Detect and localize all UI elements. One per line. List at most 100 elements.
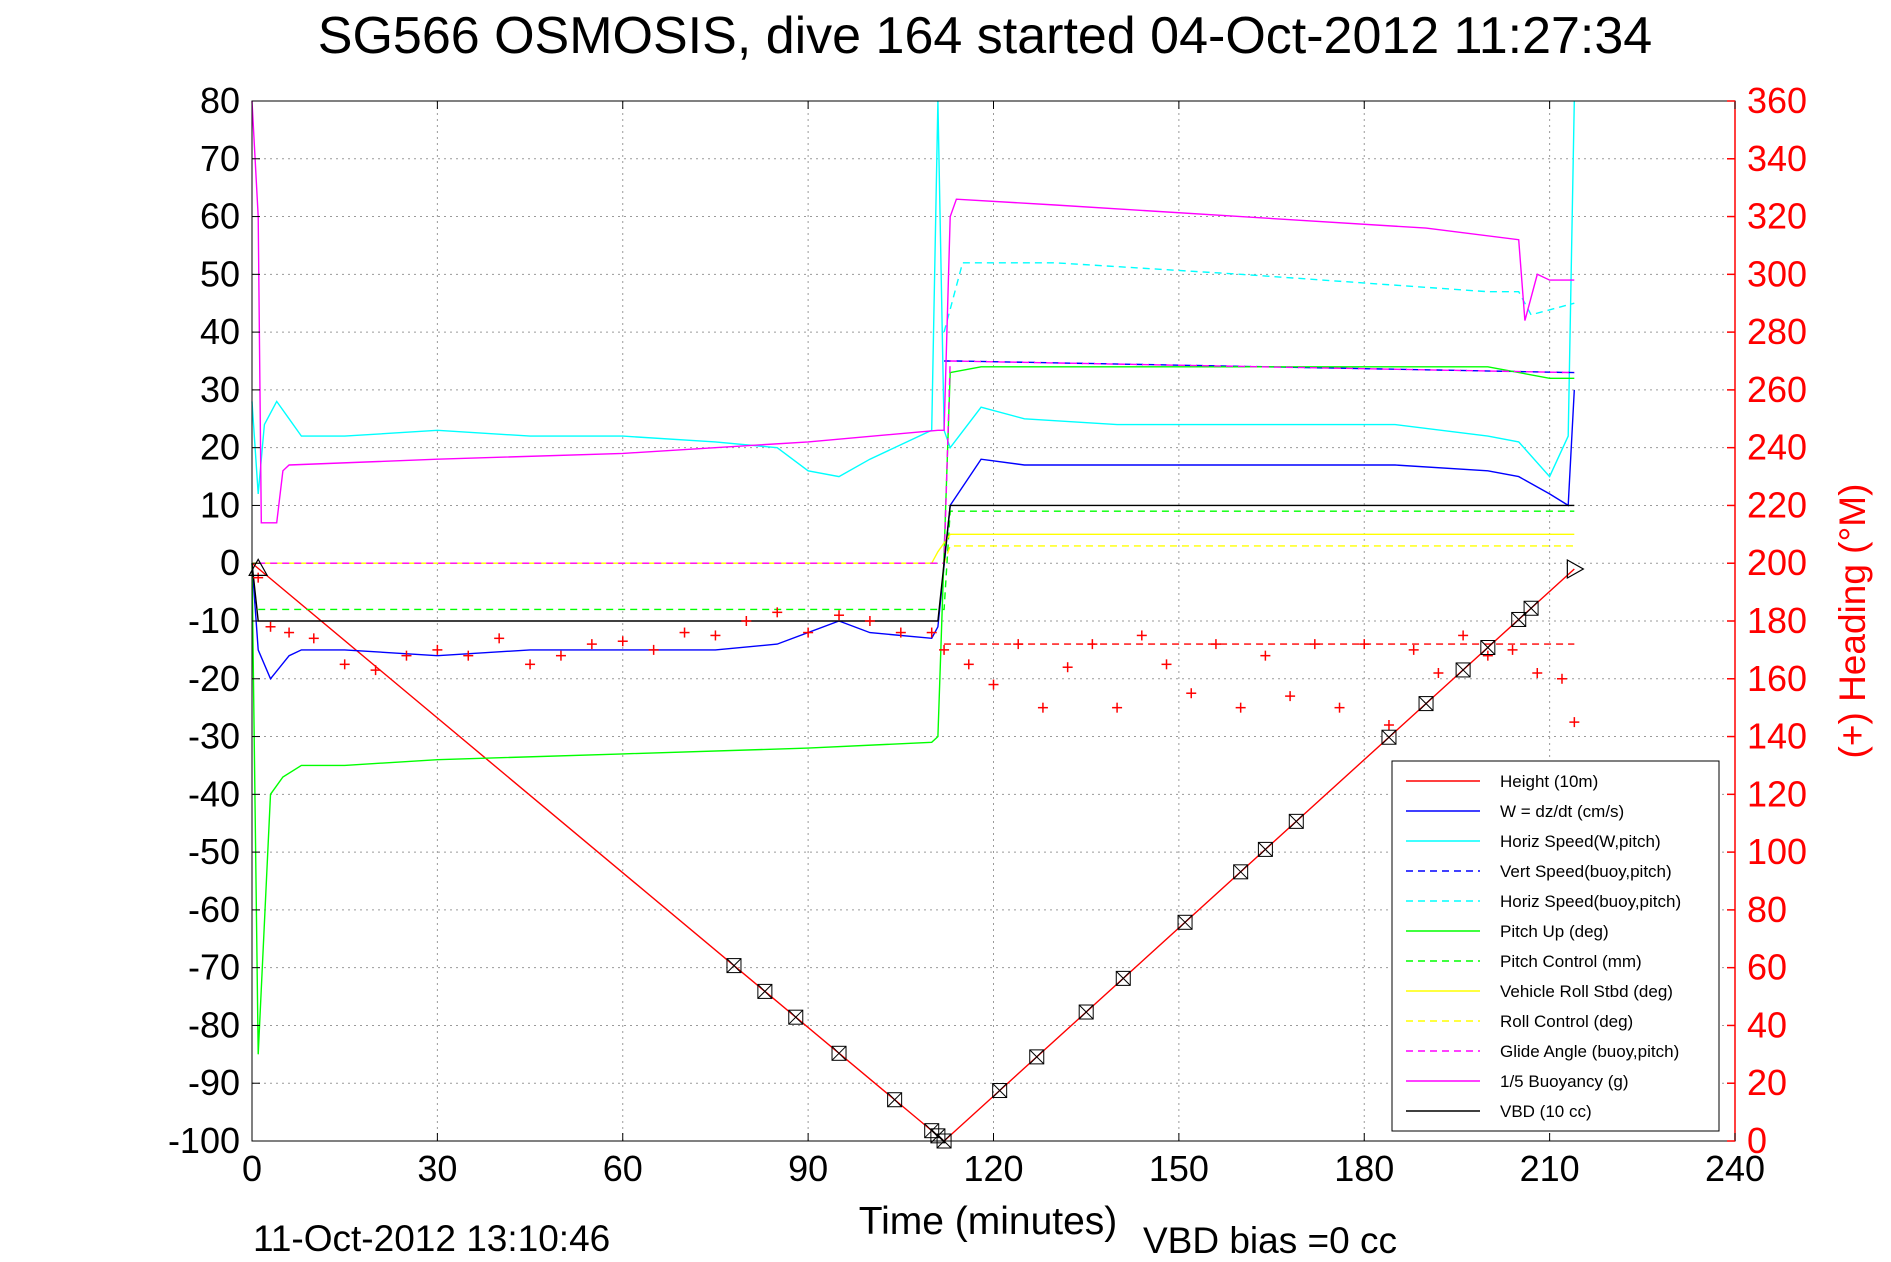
sample-marker-box xyxy=(1455,662,1471,678)
y-tick-label: -40 xyxy=(188,773,240,814)
right-y-tick-label: 120 xyxy=(1747,773,1807,814)
sample-marker xyxy=(887,1092,903,1108)
legend-entry: Pitch Up (deg) xyxy=(1500,922,1609,941)
heading-marker xyxy=(1532,668,1543,678)
y-tick-label: 80 xyxy=(200,80,240,121)
right-y-tick-label: 260 xyxy=(1747,369,1807,410)
sample-marker-x2 xyxy=(1258,842,1273,857)
sample-marker xyxy=(1418,696,1434,712)
heading-marker xyxy=(284,627,295,638)
x-tick-label: 90 xyxy=(788,1148,828,1189)
sample-marker xyxy=(992,1083,1008,1099)
dive-end-marker xyxy=(1566,558,1585,580)
heading-marker xyxy=(1458,630,1469,641)
sample-marker-x2 xyxy=(1455,662,1471,678)
sample-marker-x2 xyxy=(788,1009,804,1025)
heading-marker xyxy=(1062,662,1073,673)
sample-marker-x2 xyxy=(1381,729,1397,745)
heading-marker xyxy=(1482,650,1493,661)
x-tick-label: 30 xyxy=(417,1148,457,1189)
legend-entry: VBD (10 cc) xyxy=(1500,1102,1592,1121)
legend-entry: Height (10m) xyxy=(1500,772,1598,791)
series-line: Horiz Speed(buoy,pitch) xyxy=(943,262,1575,333)
heading-marker xyxy=(308,633,319,644)
sample-marker xyxy=(1233,864,1249,880)
sample-marker-x2 xyxy=(726,958,742,973)
x-tick-label: 60 xyxy=(603,1148,643,1189)
chart-title: SG566 OSMOSIS, dive 164 started 04-Oct-2… xyxy=(318,7,1652,65)
sample-marker xyxy=(1480,640,1496,656)
series-line: 1/5 Buoyancy (g) xyxy=(251,100,1575,524)
legend-entry: Vert Speed(buoy,pitch) xyxy=(1500,862,1672,881)
series-line: Roll Control (deg) xyxy=(258,545,1575,564)
right-y-tick-label: 360 xyxy=(1747,80,1807,121)
legend-box xyxy=(1391,760,1720,1132)
sample-marker-box xyxy=(1381,729,1397,745)
sample-marker-box xyxy=(1257,841,1273,857)
vbd-bias-footer: VBD bias =0 cc xyxy=(1143,1220,1397,1261)
sample-marker-box xyxy=(788,1009,804,1025)
sample-marker-x2 xyxy=(1177,914,1193,930)
sample-marker xyxy=(831,1045,847,1061)
heading-marker xyxy=(741,616,752,626)
sample-marker-box xyxy=(1115,970,1131,986)
sample-marker-x2 xyxy=(757,984,773,999)
legend-entry: Roll Control (deg) xyxy=(1500,1012,1633,1031)
series-line: W = dz/dt (cm/s) xyxy=(251,389,1575,681)
right-y-tick-label: 300 xyxy=(1747,253,1807,294)
sample-marker-box xyxy=(1480,640,1496,656)
tick-layer: 0 30 60 90 120 150 180 210 24080706050403020100-… xyxy=(168,80,1807,1189)
heading-marker xyxy=(463,650,474,661)
heading-marker xyxy=(1556,673,1567,684)
y-tick-label: -90 xyxy=(188,1062,240,1103)
heading-marker xyxy=(253,572,264,583)
y-tick-label: 10 xyxy=(200,484,240,525)
sample-marker xyxy=(1078,1004,1094,1020)
y-tick-label: -70 xyxy=(188,947,240,988)
heading-marker xyxy=(1383,720,1394,730)
heading-marker xyxy=(1334,702,1345,713)
sample-marker-box xyxy=(1078,1004,1094,1020)
sample-marker-x2 xyxy=(1233,864,1249,880)
sample-marker xyxy=(1257,841,1273,857)
sample-marker xyxy=(924,1123,940,1139)
heading-marker xyxy=(1186,688,1197,699)
heading-marker xyxy=(679,627,690,638)
right-y-tick-label: 40 xyxy=(1747,1004,1787,1045)
heading-marker xyxy=(1309,639,1320,650)
sample-marker-x2 xyxy=(831,1045,847,1061)
x-tick-label: 120 xyxy=(963,1148,1023,1189)
right-y-tick-label: 100 xyxy=(1747,831,1807,872)
sample-marker-x2 xyxy=(1523,600,1539,616)
x-tick-label: 210 xyxy=(1520,1148,1580,1189)
y-tick-label: -30 xyxy=(188,716,240,757)
heading-marker xyxy=(339,659,350,670)
sample-marker-box xyxy=(1233,864,1249,880)
heading-marker xyxy=(370,665,381,676)
heading-marker xyxy=(803,627,814,638)
right-y-tick-label: 0 xyxy=(1747,1120,1767,1161)
sample-marker xyxy=(1029,1049,1045,1065)
y-tick-label: -80 xyxy=(188,1004,240,1045)
heading-marker xyxy=(939,644,950,655)
heading-marker xyxy=(1161,659,1172,670)
y-tick-label: -60 xyxy=(188,889,240,930)
right-y-tick-label: 220 xyxy=(1747,484,1807,525)
heading-marker xyxy=(895,627,906,638)
y-tick-label: -20 xyxy=(188,658,240,699)
heading-marker xyxy=(1087,639,1098,650)
heading-marker xyxy=(772,607,783,618)
sample-marker-box xyxy=(757,983,773,999)
series-line: Glide Angle (buoy,pitch) xyxy=(258,360,1575,564)
heading-marker xyxy=(988,679,999,690)
heading-marker xyxy=(1285,691,1296,702)
legend: Height (10m) W = dz/dt (cm/s) Horiz Speed(… xyxy=(1391,760,1720,1132)
heading-marker xyxy=(1235,702,1246,713)
heading-marker xyxy=(1260,650,1271,661)
y-tick-label: 40 xyxy=(200,311,240,352)
legend-entry: 1/5 Buoyancy (g) xyxy=(1500,1072,1629,1091)
heading-marker xyxy=(525,659,536,670)
sample-marker-box xyxy=(1177,914,1193,930)
sample-marker-x2 xyxy=(1078,1004,1094,1020)
